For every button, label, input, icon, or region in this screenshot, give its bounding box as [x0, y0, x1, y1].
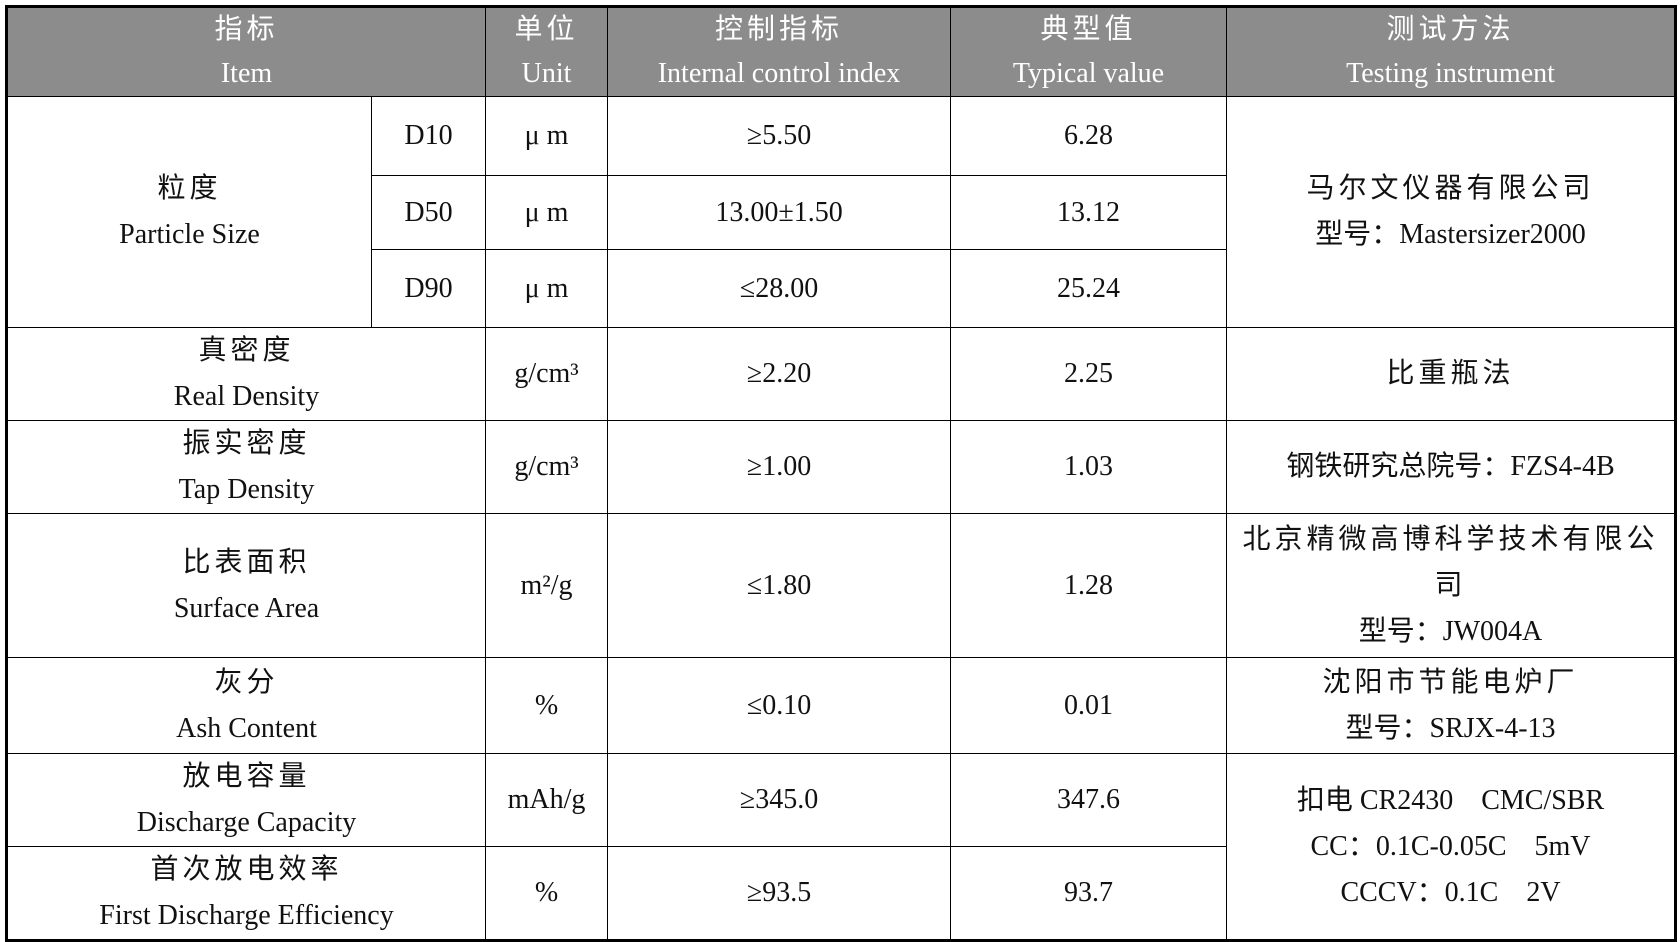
- typical-value: 13.12: [950, 175, 1228, 250]
- row: 放电容量 Discharge Capacity mAh/g ≥345.0 347.6 扣电…: [5, 753, 1677, 941]
- instrument-cell: 钢铁研究总院号：FZS4-4B: [1226, 420, 1677, 514]
- text-line: 真密度: [198, 335, 295, 366]
- typical-cell: 93.7: [950, 846, 1228, 941]
- item-cell: 首次放电效率 First Discharge Efficiency: [5, 846, 487, 941]
- text-line: 比重瓶法: [1386, 358, 1515, 389]
- text-line: 测试方法: [1386, 14, 1515, 45]
- instrument-cell: 马尔文仪器有限公司 型号：Mastersizer2000: [1226, 96, 1677, 328]
- unit-cell: %: [485, 657, 609, 754]
- control-index: ≥5.50: [607, 96, 952, 176]
- sub-item: D10: [370, 96, 487, 176]
- item-cell: 振实密度 Tap Density: [5, 420, 487, 514]
- control-cell: ≥1.00: [607, 420, 952, 514]
- instrument-cell: 沈阳市节能电炉厂 型号：SRJX-4-13: [1226, 657, 1677, 754]
- header-cell: 测试方法 Testing instrument: [1226, 6, 1677, 97]
- text-line: Surface Area: [173, 592, 320, 624]
- row: 振实密度 Tap Density g/cm³ ≥1.00 1.03 钢铁研究总院号：FZS…: [5, 420, 1677, 514]
- typical-cell: 1.28: [950, 513, 1228, 658]
- unit: μ m: [485, 175, 609, 250]
- unit-cell: g/cm³: [485, 327, 609, 421]
- unit-cell: m²/g: [485, 513, 609, 658]
- text-line: Real Density: [173, 381, 320, 412]
- text-line: Unit: [521, 58, 572, 89]
- control-cell: ≥345.0: [607, 753, 952, 847]
- text-line: 首次放电效率: [150, 854, 343, 885]
- text-line: Item: [220, 58, 273, 89]
- row: 比表面积 Surface Area m²/g ≤1.80 1.28 北京精微高博科学技术有…: [5, 513, 1677, 658]
- text-line: Internal control index: [657, 58, 901, 89]
- text-line: Particle Size: [119, 219, 260, 250]
- text-line: 放电容量: [182, 761, 311, 792]
- unit: μ m: [485, 249, 609, 328]
- text-line: 典型值: [1040, 14, 1137, 45]
- text-line: 比表面积: [182, 546, 311, 578]
- text-line: 灰分: [214, 666, 279, 698]
- text-line: 指标: [214, 14, 279, 45]
- typical-cell: 2.25: [950, 327, 1228, 421]
- text-line: 马尔文仪器有限公司: [1306, 173, 1595, 204]
- text-line: Ash Content: [176, 712, 317, 744]
- instrument-cell: 北京精微高博科学技术有限公司型号：JW004A: [1226, 513, 1677, 658]
- control-cell: ≥93.5: [607, 846, 952, 941]
- control-cell: ≤0.10: [607, 657, 952, 754]
- unit: μ m: [485, 96, 609, 176]
- item-cell: 真密度 Real Density: [5, 327, 487, 421]
- text-line: CCCV：0.1C 2V: [1340, 876, 1561, 908]
- instrument-cell: 扣电 CR2430 CMC/SBR CC：0.1C-0.05C 5mV CCCV：0…: [1226, 753, 1677, 941]
- sub-item: D50: [370, 175, 487, 250]
- typical-cell: 347.6: [950, 753, 1228, 847]
- item-cell: 比表面积 Surface Area: [5, 513, 487, 658]
- text-line: 振实密度: [182, 428, 311, 459]
- sub-item: D90: [370, 249, 487, 328]
- text-line: 型号：JW004A: [1358, 615, 1543, 647]
- instrument-cell: 比重瓶法: [1226, 327, 1677, 421]
- header-cell: 指标 Item: [5, 6, 487, 97]
- typical-value: 25.24: [950, 249, 1228, 328]
- row: 真密度 Real Density g/cm³ ≥2.20 2.25 比重瓶法: [5, 327, 1677, 421]
- text-line: Typical value: [1012, 58, 1165, 89]
- text-line: Testing instrument: [1346, 58, 1555, 89]
- control-cell: ≤1.80: [607, 513, 952, 658]
- text-line: 沈阳市节能电炉厂: [1322, 666, 1579, 698]
- typical-cell: 0.01: [950, 657, 1228, 754]
- text-line: 单位: [514, 14, 579, 45]
- text-line: 粒度: [157, 173, 222, 204]
- header-cell: 单位 Unit: [485, 6, 609, 97]
- text-line: 型号：Mastersizer2000: [1315, 219, 1586, 250]
- control-index: ≤28.00: [607, 249, 952, 328]
- text-line: 型号：SRJX-4-13: [1345, 712, 1556, 744]
- text-line: First Discharge Efficiency: [99, 900, 394, 931]
- unit-cell: mAh/g: [485, 753, 609, 847]
- row: 粒度 Particle Size D10 μ m ≥5.50 6.28 马尔文仪器有限公司型…: [6, 96, 1677, 328]
- typical-cell: 1.03: [950, 420, 1228, 514]
- text-line: 钢铁研究总院号：FZS4-4B: [1286, 451, 1615, 482]
- row: 灰分 Ash Content% ≤0.10 0.01 沈阳市节能电炉厂 型号：SRJX-4…: [5, 657, 1677, 754]
- item-cell: 放电容量 Discharge Capacity: [5, 753, 487, 847]
- text-line: 扣电 CR2430 CMC/SBR: [1296, 784, 1605, 816]
- spec-table: 指标 Item 单位 Unit 控制指标 Internal control index 典型…: [5, 5, 1678, 942]
- typical-value: 6.28: [950, 96, 1228, 176]
- row: 首次放电效率 First Discharge Efficiency% ≥93.5 93…: [5, 846, 1676, 941]
- unit-cell: %: [485, 846, 609, 941]
- text-line: Discharge Capacity: [136, 807, 357, 838]
- text-line: 控制指标: [715, 14, 844, 45]
- item-cell: 粒度 Particle Size: [6, 96, 372, 328]
- item-cell: 灰分 Ash Content: [5, 657, 487, 754]
- header-cell: 典型值 Typical value: [950, 6, 1228, 97]
- unit-cell: g/cm³: [485, 420, 609, 514]
- text-line: CC：0.1C-0.05C 5mV: [1310, 830, 1591, 862]
- control-index: 13.00±1.50: [607, 175, 952, 250]
- header-cell: 控制指标 Internal control index: [607, 6, 952, 97]
- header-row: 指标 Item 单位 Unit 控制指标 Internal control index 典型…: [5, 6, 1677, 97]
- control-cell: ≥2.20: [607, 327, 952, 421]
- text-line: 北京精微高博科学技术有限公司: [1242, 523, 1659, 601]
- text-line: Tap Density: [178, 474, 315, 505]
